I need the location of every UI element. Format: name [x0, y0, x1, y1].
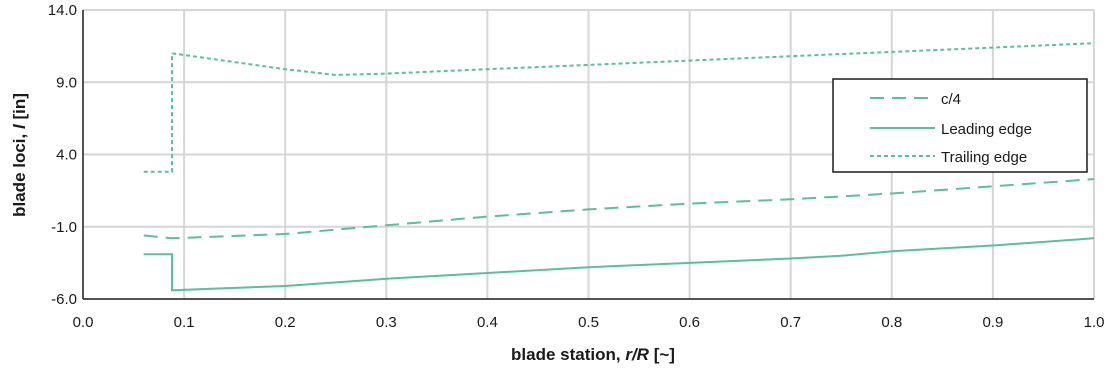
x-tick-label: 0.1 — [174, 314, 195, 331]
x-tick-label: 0.7 — [780, 314, 801, 331]
legend-box — [832, 78, 1088, 173]
x-tick-label: 1.0 — [1084, 314, 1105, 331]
x-axis-title: blade station, r/R [~] — [511, 345, 675, 364]
legend-label-trailing-edge: Trailing edge — [941, 149, 1027, 166]
legend-label-leading-edge: Leading edge — [941, 121, 1032, 138]
x-tick-label: 0.4 — [477, 314, 498, 331]
x-tick-label: 0.0 — [73, 314, 94, 331]
y-tick-label: -1.0 — [51, 219, 77, 236]
series-line-trailing-edge — [143, 42, 1095, 173]
series-lines — [143, 42, 1095, 292]
legend: c/4 Leading edge Trailing edge — [832, 78, 1088, 173]
x-tick-label: 0.2 — [275, 314, 296, 331]
x-tick-label: 0.9 — [982, 314, 1003, 331]
y-axis-title: blade loci, l [in] — [10, 93, 29, 217]
series-line-c-4 — [143, 178, 1095, 240]
y-tick-label: 4.0 — [56, 147, 77, 164]
x-tick-label: 0.5 — [578, 314, 599, 331]
y-tick-label: 9.0 — [56, 74, 77, 91]
x-tick-label: 0.6 — [679, 314, 700, 331]
x-tick-label: 0.3 — [376, 314, 397, 331]
tick-labels: 0.0 0.1 0.2 0.3 0.4 0.5 0.6 0.7 0.8 0.9 1.0 -6.0 -1.… — [48, 2, 1105, 331]
series-line-leading-edge — [143, 237, 1095, 292]
legend-label-c4: c/4 — [941, 91, 961, 108]
x-tick-label: 0.8 — [881, 314, 902, 331]
axes — [82, 10, 1094, 300]
y-tick-label: 14.0 — [48, 2, 77, 19]
y-tick-label: -6.0 — [51, 291, 77, 308]
